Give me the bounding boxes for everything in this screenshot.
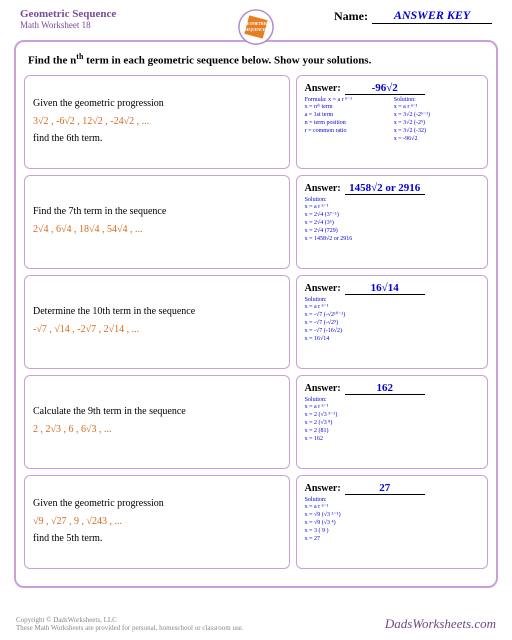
answer-line: Answer: 162 <box>305 382 479 395</box>
answer-label: Answer: <box>305 383 341 394</box>
problem-row: Given the geometric progression 3√2 , -6√… <box>24 75 488 169</box>
solution-text: Solution:x = a r ⁿ⁻¹x = 2√4 (3⁷⁻¹)x = 2√… <box>305 197 479 244</box>
answer-box: Answer: 16√14 Solution:x = a r ⁿ⁻¹x = -√7 … <box>296 275 488 369</box>
sequence-text: 3√2 , -6√2 , 12√2 , -24√2 , ... <box>33 116 281 127</box>
question-text: Determine the 10th term in the sequence <box>33 304 281 320</box>
question-box: Given the geometric progression √9 , √27 … <box>24 475 290 569</box>
problem-row: Find the 7th term in the sequence 2√4 , 6… <box>24 175 488 269</box>
logo-badge: GEOMETRIC SEQUENCES <box>237 8 275 46</box>
problem-row: Determine the 10th term in the sequence -… <box>24 275 488 369</box>
footer-note: These Math Worksheets are provided for p… <box>16 624 244 632</box>
question-text: Given the geometric progression <box>33 496 281 512</box>
answer-line: Answer: 27 <box>305 482 479 495</box>
answer-label: Answer: <box>305 483 341 494</box>
question-text: Given the geometric progression <box>33 96 281 112</box>
answer-label: Answer: <box>305 183 341 194</box>
question-box: Find the 7th term in the sequence 2√4 , 6… <box>24 175 290 269</box>
question-text-2: find the 6th term. <box>33 131 281 147</box>
copyright-text: Copyright © DadsWorksheets, LLC <box>16 616 244 624</box>
question-box: Calculate the 9th term in the sequence 2 … <box>24 375 290 469</box>
question-box: Determine the 10th term in the sequence -… <box>24 275 290 369</box>
header-right: Name: ANSWER KEY <box>334 8 492 24</box>
solution-text: Solution:x = a r ⁿ⁻¹x = -√7 (-√2¹⁰⁻¹)x =… <box>305 297 479 344</box>
main-content: Find the nth term in each geometric sequ… <box>14 40 498 588</box>
question-text-2: find the 5th term. <box>33 531 281 547</box>
sequence-text: -√7 , √14 , -2√7 , 2√14 , ... <box>33 324 281 335</box>
footer-left: Copyright © DadsWorksheets, LLC These Ma… <box>16 616 244 632</box>
question-box: Given the geometric progression 3√2 , -6√… <box>24 75 290 169</box>
solution-text: Solution:x = a r ⁿ⁻¹x = √9 (√3 ⁵⁻¹)x = √… <box>305 497 479 544</box>
sequence-text: 2√4 , 6√4 , 18√4 , 54√4 , ... <box>33 224 281 235</box>
answer-line: Answer: 16√14 <box>305 282 479 295</box>
answer-box: Answer: -96√2 Formula: x = a r ⁿ⁻¹x = nᵗʰ … <box>296 75 488 169</box>
answer-value: 162 <box>345 382 425 395</box>
formula-text: Formula: x = a r ⁿ⁻¹x = nᵗʰ terma = 1st … <box>305 97 390 144</box>
solution-text: Solution:x = a r ⁿ⁻¹x = 2 (√3 ⁹⁻¹)x = 2 … <box>305 397 479 444</box>
answer-value: 27 <box>345 482 425 495</box>
name-label: Name: <box>334 9 368 24</box>
worksheet-subtitle: Math Worksheet 18 <box>20 20 116 30</box>
solution-text: Solution:x = a r ⁿ⁻¹x = 3√2 (-2⁶⁻¹)x = 3… <box>394 97 479 144</box>
name-field: ANSWER KEY <box>372 8 492 24</box>
worksheet-title: Geometric Sequence <box>20 8 116 20</box>
answer-value: 1458√2 or 2916 <box>345 182 425 195</box>
svg-text:GEOMETRIC: GEOMETRIC <box>244 22 268 26</box>
problem-row: Given the geometric progression √9 , √27 … <box>24 475 488 569</box>
answer-box: Answer: 1458√2 or 2916 Solution:x = a r ⁿ⁻… <box>296 175 488 269</box>
svg-text:SEQUENCES: SEQUENCES <box>244 28 267 32</box>
answer-box: Answer: 162 Solution:x = a r ⁿ⁻¹x = 2 (√3 … <box>296 375 488 469</box>
answer-label: Answer: <box>305 83 341 94</box>
answer-line: Answer: -96√2 <box>305 82 479 95</box>
answer-line: Answer: 1458√2 or 2916 <box>305 182 479 195</box>
sequence-text: √9 , √27 , 9 , √243 , ... <box>33 516 281 527</box>
question-text: Find the 7th term in the sequence <box>33 204 281 220</box>
answer-value: -96√2 <box>345 82 425 95</box>
sequence-text: 2 , 2√3 , 6 , 6√3 , ... <box>33 424 281 435</box>
answer-box: Answer: 27 Solution:x = a r ⁿ⁻¹x = √9 (√3 … <box>296 475 488 569</box>
header-left: Geometric Sequence Math Worksheet 18 <box>20 8 116 30</box>
answer-value: 16√14 <box>345 282 425 295</box>
answer-label: Answer: <box>305 283 341 294</box>
question-text: Calculate the 9th term in the sequence <box>33 404 281 420</box>
problem-row: Calculate the 9th term in the sequence 2 … <box>24 375 488 469</box>
footer-brand: DadsWorksheets.com <box>385 616 496 632</box>
footer: Copyright © DadsWorksheets, LLC These Ma… <box>0 612 512 640</box>
instruction-text: Find the nth term in each geometric sequ… <box>28 52 484 67</box>
answer-key-text: ANSWER KEY <box>394 8 470 22</box>
